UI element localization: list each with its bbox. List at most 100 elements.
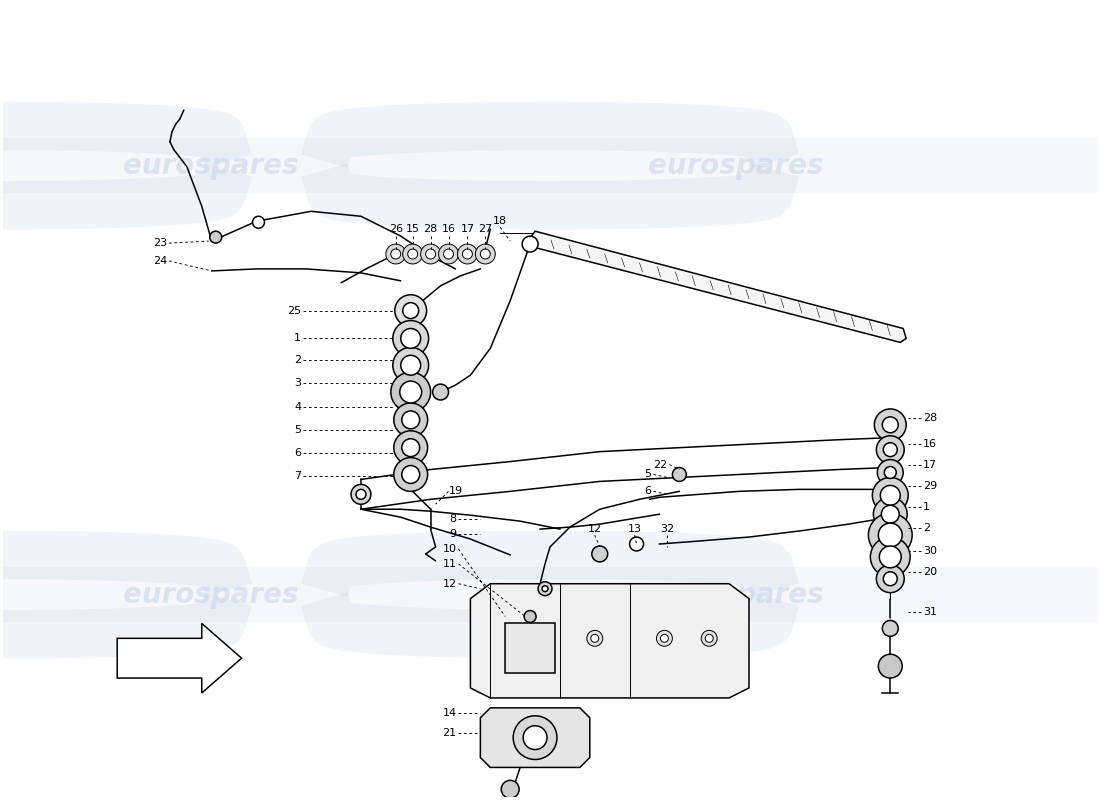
Circle shape bbox=[877, 565, 904, 593]
Circle shape bbox=[882, 621, 899, 636]
Text: eurospares: eurospares bbox=[123, 152, 298, 180]
Text: 23: 23 bbox=[153, 238, 167, 248]
Text: 16: 16 bbox=[923, 438, 937, 449]
Circle shape bbox=[882, 417, 899, 433]
Polygon shape bbox=[471, 584, 749, 698]
Text: 8: 8 bbox=[449, 514, 456, 524]
Circle shape bbox=[400, 329, 420, 348]
Text: 28: 28 bbox=[923, 413, 937, 423]
Circle shape bbox=[432, 384, 449, 400]
Text: 1: 1 bbox=[295, 334, 301, 343]
Text: 29: 29 bbox=[923, 482, 937, 491]
Circle shape bbox=[443, 249, 453, 259]
Circle shape bbox=[878, 523, 902, 547]
Text: 30: 30 bbox=[923, 546, 937, 556]
Bar bbox=[3, 138, 1097, 193]
Circle shape bbox=[880, 486, 900, 506]
Polygon shape bbox=[481, 708, 590, 767]
Circle shape bbox=[881, 506, 899, 523]
Text: 5: 5 bbox=[295, 425, 301, 434]
Circle shape bbox=[439, 244, 459, 264]
Circle shape bbox=[592, 546, 607, 562]
Circle shape bbox=[513, 630, 528, 646]
Circle shape bbox=[403, 244, 422, 264]
Circle shape bbox=[524, 726, 547, 750]
Text: 25: 25 bbox=[287, 306, 301, 316]
Circle shape bbox=[629, 537, 644, 551]
Circle shape bbox=[657, 630, 672, 646]
Circle shape bbox=[705, 634, 713, 642]
Circle shape bbox=[402, 411, 420, 429]
Text: 16: 16 bbox=[441, 224, 455, 234]
Circle shape bbox=[400, 355, 420, 375]
Text: 22: 22 bbox=[653, 459, 668, 470]
Text: 31: 31 bbox=[923, 606, 937, 617]
Text: 4: 4 bbox=[294, 402, 301, 412]
Text: 9: 9 bbox=[449, 529, 456, 539]
Circle shape bbox=[879, 546, 901, 568]
Circle shape bbox=[394, 403, 428, 437]
Circle shape bbox=[524, 610, 536, 622]
Text: 26: 26 bbox=[388, 224, 403, 234]
Text: 11: 11 bbox=[442, 559, 456, 569]
Circle shape bbox=[394, 458, 428, 491]
Circle shape bbox=[883, 442, 898, 457]
Circle shape bbox=[351, 485, 371, 504]
Text: 1: 1 bbox=[923, 502, 931, 512]
Circle shape bbox=[475, 244, 495, 264]
Circle shape bbox=[426, 249, 436, 259]
Text: 20: 20 bbox=[923, 566, 937, 577]
Text: 12: 12 bbox=[442, 578, 456, 589]
Circle shape bbox=[393, 347, 429, 383]
Text: 17: 17 bbox=[461, 224, 474, 234]
Circle shape bbox=[877, 436, 904, 463]
Circle shape bbox=[210, 231, 222, 243]
Circle shape bbox=[481, 249, 491, 259]
Circle shape bbox=[399, 381, 421, 403]
Text: 10: 10 bbox=[442, 544, 456, 554]
Text: 21: 21 bbox=[442, 728, 456, 738]
Circle shape bbox=[660, 634, 669, 642]
Circle shape bbox=[402, 438, 420, 457]
Text: eurospares: eurospares bbox=[648, 581, 824, 609]
Circle shape bbox=[878, 459, 903, 486]
Text: 3: 3 bbox=[295, 378, 301, 388]
Circle shape bbox=[402, 466, 420, 483]
Circle shape bbox=[462, 249, 472, 259]
Circle shape bbox=[542, 586, 548, 592]
Text: 7: 7 bbox=[294, 471, 301, 482]
Text: 14: 14 bbox=[442, 708, 456, 718]
Circle shape bbox=[420, 244, 441, 264]
Circle shape bbox=[394, 430, 428, 465]
Circle shape bbox=[390, 372, 430, 412]
Circle shape bbox=[538, 582, 552, 596]
Circle shape bbox=[522, 236, 538, 252]
Circle shape bbox=[516, 634, 524, 642]
Bar bbox=[3, 567, 1097, 622]
Circle shape bbox=[868, 514, 912, 557]
Circle shape bbox=[884, 466, 896, 478]
Circle shape bbox=[872, 478, 909, 514]
Text: 27: 27 bbox=[478, 224, 493, 234]
Circle shape bbox=[591, 634, 598, 642]
Text: 6: 6 bbox=[295, 448, 301, 458]
Text: 2: 2 bbox=[923, 523, 931, 533]
Text: 24: 24 bbox=[153, 256, 167, 266]
Text: 12: 12 bbox=[587, 524, 602, 534]
Text: eurospares: eurospares bbox=[123, 581, 298, 609]
Text: 28: 28 bbox=[424, 224, 438, 234]
Text: 32: 32 bbox=[660, 524, 674, 534]
Circle shape bbox=[386, 244, 406, 264]
Circle shape bbox=[403, 302, 419, 318]
Polygon shape bbox=[530, 231, 906, 342]
Text: 2: 2 bbox=[294, 355, 301, 366]
Circle shape bbox=[883, 572, 898, 586]
Text: 15: 15 bbox=[406, 224, 420, 234]
Circle shape bbox=[356, 490, 366, 499]
Text: 13: 13 bbox=[628, 524, 641, 534]
Text: 6: 6 bbox=[645, 486, 651, 496]
Circle shape bbox=[458, 244, 477, 264]
Circle shape bbox=[390, 249, 400, 259]
Circle shape bbox=[878, 654, 902, 678]
Text: 19: 19 bbox=[449, 486, 463, 496]
